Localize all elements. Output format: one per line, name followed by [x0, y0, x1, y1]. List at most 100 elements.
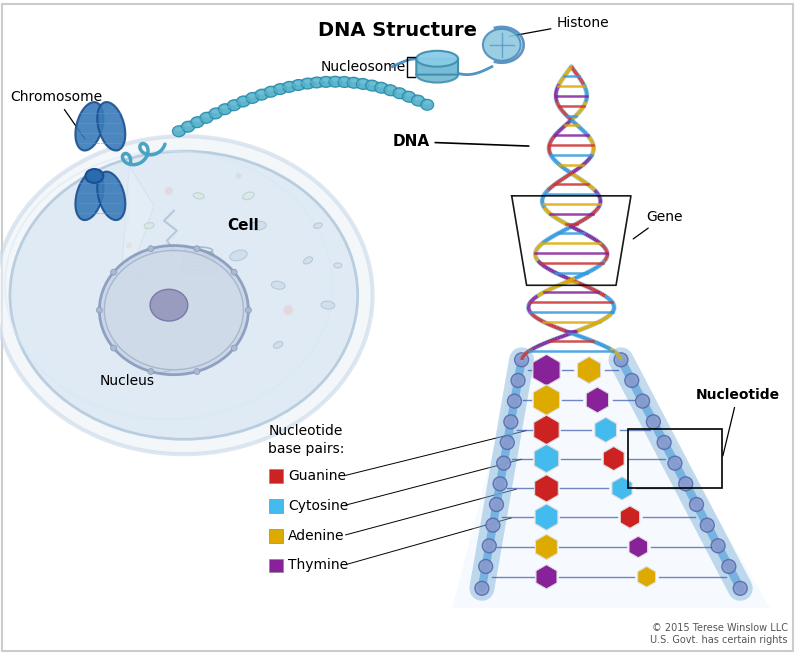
Circle shape	[711, 539, 725, 553]
Text: Nucleotide
base pairs:: Nucleotide base pairs:	[268, 424, 345, 456]
Text: Guanine: Guanine	[288, 469, 346, 483]
Polygon shape	[536, 565, 557, 589]
Ellipse shape	[10, 151, 358, 440]
Ellipse shape	[99, 246, 248, 375]
Polygon shape	[534, 384, 560, 415]
Ellipse shape	[329, 76, 342, 87]
Circle shape	[194, 369, 200, 375]
Ellipse shape	[75, 172, 103, 220]
Ellipse shape	[313, 79, 321, 83]
FancyBboxPatch shape	[270, 559, 283, 572]
Ellipse shape	[303, 257, 313, 264]
Ellipse shape	[184, 122, 192, 126]
Ellipse shape	[212, 109, 220, 113]
Ellipse shape	[321, 301, 335, 309]
Ellipse shape	[319, 77, 333, 87]
Circle shape	[511, 373, 525, 387]
Ellipse shape	[255, 89, 268, 100]
Ellipse shape	[194, 118, 202, 122]
Ellipse shape	[347, 77, 360, 88]
Circle shape	[283, 305, 293, 315]
Ellipse shape	[274, 341, 283, 348]
Ellipse shape	[276, 85, 284, 89]
Polygon shape	[586, 387, 609, 413]
Polygon shape	[452, 360, 770, 608]
FancyBboxPatch shape	[416, 59, 458, 75]
Ellipse shape	[182, 121, 194, 132]
Circle shape	[657, 436, 671, 449]
Ellipse shape	[227, 100, 241, 111]
Ellipse shape	[366, 80, 378, 91]
Circle shape	[246, 307, 251, 313]
Text: © 2015 Terese Winslow LLC
U.S. Govt. has certain rights: © 2015 Terese Winslow LLC U.S. Govt. has…	[650, 624, 788, 645]
Circle shape	[194, 246, 200, 252]
Polygon shape	[603, 447, 624, 470]
Circle shape	[507, 394, 522, 408]
Text: Chromosome: Chromosome	[10, 90, 102, 139]
Ellipse shape	[384, 84, 397, 96]
Ellipse shape	[483, 29, 521, 61]
Ellipse shape	[209, 108, 222, 119]
Ellipse shape	[286, 83, 294, 87]
Text: Cytosine: Cytosine	[288, 499, 348, 513]
Ellipse shape	[271, 281, 285, 290]
Ellipse shape	[386, 86, 394, 90]
Circle shape	[231, 269, 237, 275]
Circle shape	[678, 477, 693, 491]
Ellipse shape	[310, 77, 323, 88]
Polygon shape	[534, 415, 559, 445]
Text: Adenine: Adenine	[288, 529, 345, 542]
Bar	[628, 429, 722, 489]
Ellipse shape	[98, 102, 126, 151]
Circle shape	[734, 582, 747, 595]
FancyBboxPatch shape	[270, 529, 283, 542]
Ellipse shape	[294, 81, 302, 85]
Ellipse shape	[356, 79, 370, 89]
Text: DNA Structure: DNA Structure	[318, 21, 477, 40]
Circle shape	[165, 187, 173, 195]
Ellipse shape	[249, 94, 257, 98]
Ellipse shape	[341, 78, 349, 82]
Polygon shape	[60, 166, 129, 345]
Ellipse shape	[292, 79, 305, 90]
Polygon shape	[535, 534, 558, 559]
Ellipse shape	[230, 102, 238, 105]
Circle shape	[148, 246, 154, 252]
Ellipse shape	[150, 290, 188, 321]
Ellipse shape	[246, 92, 259, 103]
Text: Nucleosome: Nucleosome	[320, 60, 406, 73]
Ellipse shape	[237, 96, 250, 107]
Ellipse shape	[402, 91, 415, 102]
Text: Gene: Gene	[633, 210, 682, 239]
Ellipse shape	[258, 90, 266, 95]
Ellipse shape	[264, 86, 278, 97]
Circle shape	[231, 345, 237, 351]
Ellipse shape	[239, 98, 247, 102]
Ellipse shape	[416, 51, 458, 67]
Ellipse shape	[267, 88, 275, 92]
Ellipse shape	[374, 83, 388, 93]
Ellipse shape	[274, 84, 286, 94]
Circle shape	[493, 477, 507, 491]
Ellipse shape	[304, 79, 312, 84]
Ellipse shape	[421, 100, 434, 110]
Circle shape	[700, 518, 714, 532]
Circle shape	[614, 353, 628, 367]
FancyBboxPatch shape	[270, 499, 283, 513]
Ellipse shape	[242, 192, 254, 200]
Text: Histone: Histone	[510, 16, 609, 37]
Ellipse shape	[396, 89, 404, 93]
Polygon shape	[638, 567, 655, 587]
Circle shape	[478, 559, 493, 574]
Ellipse shape	[144, 223, 154, 229]
Polygon shape	[119, 166, 154, 305]
Circle shape	[500, 436, 514, 449]
Circle shape	[646, 415, 660, 429]
FancyBboxPatch shape	[270, 469, 283, 483]
Polygon shape	[535, 504, 558, 531]
Ellipse shape	[221, 105, 229, 109]
Circle shape	[148, 369, 154, 375]
Polygon shape	[534, 444, 558, 473]
Text: Nucleotide: Nucleotide	[695, 388, 780, 456]
Ellipse shape	[359, 80, 367, 84]
